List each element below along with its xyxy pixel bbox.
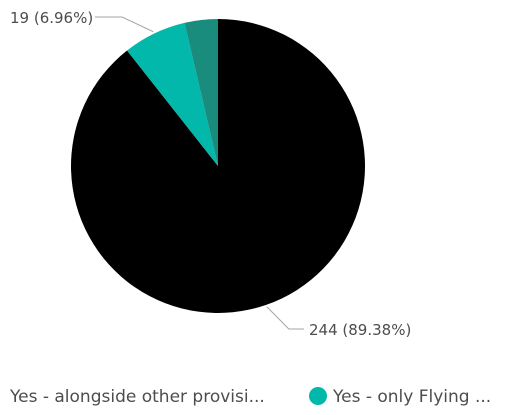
data-label-slice-2: 19 (6.96%) (10, 9, 93, 27)
legend-marker-2[interactable] (309, 387, 327, 405)
data-label-slice-1: 244 (89.38%) (309, 321, 411, 339)
legend-label-2[interactable]: Yes - only Flying ... (332, 387, 491, 407)
legend: Yes - alongside other provisi... Yes - o… (9, 387, 491, 407)
leader-line-slice-2 (95, 16, 154, 33)
pie-slice-2[interactable] (127, 22, 218, 167)
pie-slice-1[interactable] (71, 19, 365, 313)
leader-lines (95, 16, 304, 330)
pie-slice-3[interactable] (184, 19, 218, 166)
leader-line-slice-1 (266, 306, 304, 330)
legend-label-1[interactable]: Yes - alongside other provisi... (9, 387, 265, 407)
pie-slices (71, 19, 365, 313)
